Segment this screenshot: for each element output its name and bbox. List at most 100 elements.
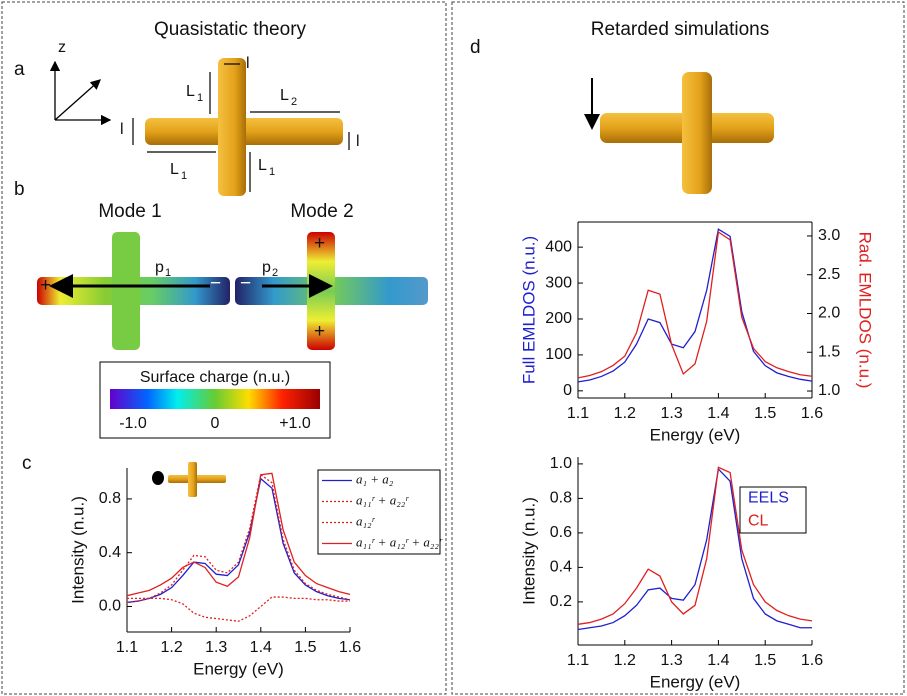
x-tick-label: 1.1 <box>567 652 589 669</box>
charge-sign: + <box>314 233 325 254</box>
charge-sign: + <box>314 321 325 342</box>
mode-1-map <box>37 232 230 350</box>
series-line <box>127 596 350 622</box>
y-axis-label: Intensity (n.u.) <box>519 497 538 605</box>
x-tick-label: 1.4 <box>250 639 272 656</box>
x-tick-label: 1.2 <box>614 652 636 669</box>
y-axis-label: Intensity (n.u.) <box>68 496 87 604</box>
y2-tick-label: 1.0 <box>818 382 840 399</box>
beam-spot <box>152 471 164 485</box>
charge-sign: − <box>240 273 251 294</box>
legend-box <box>739 486 807 534</box>
x-tick-label: 1.5 <box>294 639 316 656</box>
x-tick-label: 1.4 <box>707 405 729 422</box>
dipole-sub: 2 <box>272 267 278 279</box>
x-tick-label: 1.6 <box>339 639 361 656</box>
y-tick-label: 1.0 <box>550 455 572 472</box>
legend-label: a₁₁ʳ + a₂₂ʳ <box>356 492 409 507</box>
nanocross <box>145 58 343 196</box>
dipole-label: p <box>262 259 271 276</box>
legend-label: CL <box>748 513 769 530</box>
colorbar-tick: +1.0 <box>279 415 311 432</box>
y2-tick-label: 2.5 <box>818 266 840 283</box>
y-tick-label: 100 <box>545 346 572 363</box>
charge-sign: − <box>210 273 221 294</box>
panel-label: c <box>22 453 32 474</box>
series-line <box>577 467 812 631</box>
legend-label: a₁ + a₂ <box>356 471 394 486</box>
series-line <box>126 473 351 604</box>
dim-label: l <box>356 133 360 150</box>
dim-label: L <box>280 87 289 104</box>
y-tick-label: 0.4 <box>550 559 572 576</box>
mode-2-map <box>235 232 428 350</box>
x-tick-label: 1.3 <box>660 652 682 669</box>
panel-label: a <box>14 59 25 80</box>
dim-label: L <box>258 157 267 174</box>
section-title: Retarded simulations <box>591 19 769 40</box>
x-tick-label: 1.3 <box>205 639 227 656</box>
y2-tick-label: 2.0 <box>818 305 840 322</box>
panel-frame <box>451 1 905 695</box>
colorbar-tick: 0 <box>211 415 220 432</box>
y-tick-label: 0.0 <box>99 598 121 615</box>
x-tick-label: 1.5 <box>754 405 776 422</box>
dim-sub: 2 <box>291 96 297 108</box>
panel-label: d <box>470 37 481 58</box>
dipole-sub: 1 <box>165 267 171 279</box>
panel-frame <box>1 1 447 695</box>
y-tick-label: 0 <box>563 382 572 399</box>
dim-label: L <box>170 161 179 178</box>
series-line <box>577 230 813 379</box>
dim-sub: 1 <box>269 166 275 178</box>
y-tick-label: 300 <box>545 274 572 291</box>
dimension-arrows <box>132 63 350 192</box>
x-tick-label: 1.4 <box>707 652 729 669</box>
y-tick-label: 0.2 <box>550 593 572 610</box>
panel-label: b <box>14 179 25 200</box>
x-axis-label: Energy (eV) <box>650 425 741 444</box>
x-tick-label: 1.5 <box>754 652 776 669</box>
y-tick-label: 400 <box>545 238 572 255</box>
x-tick-label: 1.3 <box>660 405 682 422</box>
y-tick-label: 200 <box>545 310 572 327</box>
series-line <box>577 466 813 625</box>
colorbar <box>110 389 320 409</box>
x-tick-label: 1.6 <box>801 652 823 669</box>
legend-label: EELS <box>748 490 789 507</box>
dim-sub: 1 <box>181 170 187 182</box>
colorbar-title: Surface charge (n.u.) <box>140 369 290 386</box>
colorbar-tick: -1.0 <box>119 415 147 432</box>
dim-label: l <box>120 121 124 138</box>
x-tick-label: 1.2 <box>614 405 636 422</box>
series-line <box>126 472 351 597</box>
y-axis-label: Full EMLDOS (n.u.) <box>519 236 538 384</box>
legend-box <box>317 469 441 555</box>
series-line <box>577 228 813 383</box>
mode-title: Mode 1 <box>98 201 161 222</box>
x-tick-label: 1.2 <box>160 639 182 656</box>
y2-tick-label: 1.5 <box>818 343 840 360</box>
x-tick-label: 1.6 <box>801 405 823 422</box>
legend-label: a₁₂ʳ <box>356 513 376 528</box>
section-title: Quasistatic theory <box>154 19 307 40</box>
dim-sub: 1 <box>197 92 203 104</box>
x-axis-label: Energy (eV) <box>650 672 741 691</box>
legend-label: a₁₁ʳ + a₁₂ʳ + a₂₂ʳ <box>356 534 443 549</box>
dipole-label: p <box>155 259 164 276</box>
nanocross-small <box>168 462 226 497</box>
x-axis-label: Energy (eV) <box>193 659 284 678</box>
y-tick-label: 0.8 <box>99 490 121 507</box>
dim-label: l <box>246 55 250 72</box>
y2-tick-label: 3.0 <box>818 227 840 244</box>
mode-title: Mode 2 <box>290 201 353 222</box>
y-tick-label: 0.8 <box>550 490 572 507</box>
nanocross <box>600 72 774 194</box>
x-tick-label: 1.1 <box>116 639 138 656</box>
y2-axis-label: Rad. EMLDOS (n.u.) <box>856 232 875 389</box>
axes-icon <box>49 60 112 126</box>
axis-z: z <box>58 39 66 56</box>
y-tick-label: 0.4 <box>99 544 121 561</box>
dim-label: L <box>186 83 195 100</box>
